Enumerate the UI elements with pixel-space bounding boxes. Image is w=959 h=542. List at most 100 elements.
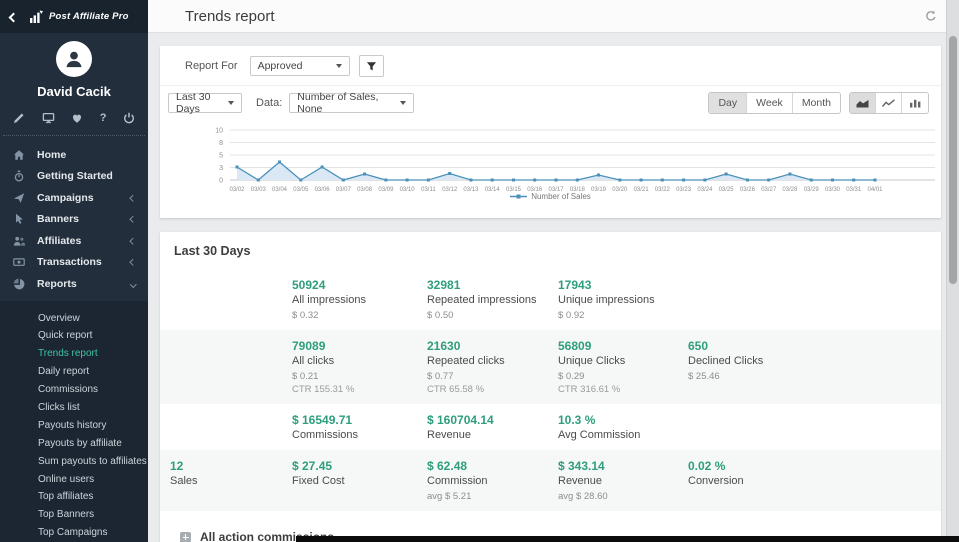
data-series-select[interactable]: Number of Sales, None	[289, 91, 415, 115]
submenu-item-payouts-by-affiliate[interactable]: Payouts by affiliate	[38, 437, 122, 449]
sidebar-item-home[interactable]: Home	[0, 144, 148, 166]
monitor-icon[interactable]	[42, 112, 55, 124]
sidebar-item-label: Banners	[37, 213, 80, 226]
line-chart-button[interactable]	[876, 93, 902, 113]
svg-text:03/06: 03/06	[315, 187, 331, 193]
sidebar: Post Affiliate Pro David Cacik ?	[0, 0, 148, 542]
svg-text:03/29: 03/29	[804, 187, 820, 193]
svg-text:03/16: 03/16	[527, 187, 543, 193]
svg-text:03/21: 03/21	[634, 187, 650, 193]
sidebar-item-affiliates[interactable]: Affiliates	[0, 230, 148, 252]
svg-text:10: 10	[215, 128, 223, 135]
avatar[interactable]	[56, 41, 92, 77]
stats-row-sales: 12 Sales $ 27.45 Fixed Cost $ 62.48 Comm…	[160, 450, 941, 511]
submenu-item-trends-report[interactable]: Trends report	[38, 348, 98, 360]
heart-icon[interactable]	[71, 112, 83, 124]
date-range-select[interactable]: Last 30 Days	[168, 91, 242, 115]
profile-section: David Cacik ?	[0, 33, 148, 136]
submenu-item-clicks-list[interactable]: Clicks list	[38, 401, 80, 413]
svg-text:03/12: 03/12	[442, 187, 458, 193]
chevron-left-icon	[129, 259, 136, 266]
stat-cell-declined-clicks: 650 Declined Clicks $ 25.46	[688, 339, 941, 395]
content-area: Report For Approved Last 30 Days Data: N…	[148, 33, 959, 542]
submenu-item-payouts-history[interactable]: Payouts history	[38, 419, 107, 431]
submenu-item-overview[interactable]: Overview	[38, 312, 80, 324]
report-for-label: Report For	[185, 60, 238, 72]
pointer-icon	[16, 214, 23, 225]
area-chart-button[interactable]	[850, 93, 876, 113]
stat-ctr: CTR 65.58 %	[427, 384, 485, 395]
sidebar-item-banners[interactable]: Banners	[0, 209, 148, 231]
reports-submenu: Overview Quick report Trends report Dail…	[0, 300, 148, 542]
stat-sub: $ 0.50	[427, 310, 454, 321]
stat-cell-unique-clicks: 56809 Unique Clicks $ 0.29 CTR 316.61 %	[558, 339, 688, 395]
sidebar-item-campaigns[interactable]: Campaigns	[0, 187, 148, 209]
refresh-button[interactable]	[925, 10, 937, 22]
stats-card-title: Last 30 Days	[174, 244, 251, 258]
sidebar-item-getting-started[interactable]: Getting Started	[0, 166, 148, 188]
stat-value: $ 62.48	[427, 459, 468, 473]
period-day-button[interactable]: Day	[709, 93, 748, 113]
stat-value: $ 160704.14	[427, 413, 494, 427]
area-chart-icon	[856, 100, 869, 108]
svg-text:03/04: 03/04	[272, 187, 288, 193]
stat-label: Sales	[170, 475, 198, 487]
stat-value: 50924	[292, 278, 326, 292]
back-chevron-icon[interactable]	[8, 8, 19, 26]
svg-text:03/30: 03/30	[825, 187, 841, 193]
caret-down-icon	[335, 64, 342, 68]
power-icon[interactable]	[123, 112, 135, 124]
submenu-item-quick-report[interactable]: Quick report	[38, 330, 93, 342]
edit-pencil-icon[interactable]	[13, 112, 25, 124]
logo-bars-icon	[30, 10, 43, 23]
stats-card: Last 30 Days 50924 All impressions $ 0.3…	[160, 232, 941, 542]
report-for-select[interactable]: Approved	[249, 56, 350, 76]
svg-text:03/14: 03/14	[485, 187, 501, 193]
scrollbar-thumb[interactable]	[949, 36, 957, 284]
svg-text:03/07: 03/07	[336, 187, 352, 193]
submenu-item-online-users[interactable]: Online users	[38, 473, 95, 485]
period-month-button[interactable]: Month	[792, 93, 840, 113]
stat-label: Avg Commission	[558, 429, 641, 441]
stat-cell-unique-impressions: 17943 Unique impressions $ 0.92	[558, 278, 688, 321]
sidebar-item-label: Affiliates	[37, 234, 82, 247]
app-logo: Post Affiliate Pro	[29, 10, 129, 23]
stat-cell-revenue: $ 160704.14 Revenue	[427, 413, 558, 441]
vertical-scrollbar[interactable]	[946, 0, 959, 542]
expand-plus-icon[interactable]	[180, 531, 191, 542]
stat-label: Repeated clicks	[427, 355, 505, 367]
filter-button[interactable]	[358, 55, 384, 77]
stat-sub: $ 0.29	[558, 371, 585, 382]
period-week-button[interactable]: Week	[747, 93, 793, 113]
stat-value: $ 343.14	[558, 459, 605, 473]
submenu-item-sum-payouts[interactable]: Sum payouts to affiliates	[38, 455, 147, 467]
svg-text:03/03: 03/03	[251, 187, 267, 193]
chart-legend: Number of Sales	[160, 192, 941, 201]
stat-label: Commission	[427, 475, 488, 487]
svg-text:3: 3	[219, 165, 223, 172]
submenu-item-daily-report[interactable]: Daily report	[38, 366, 90, 378]
stat-sub: $ 0.32	[292, 310, 319, 321]
stat-cell-commissions: $ 16549.71 Commissions	[292, 413, 427, 441]
sidebar-item-reports[interactable]: Reports	[0, 273, 148, 295]
help-question-icon[interactable]: ?	[99, 112, 107, 124]
bar-chart-button[interactable]	[902, 93, 928, 113]
sidebar-top-bar: Post Affiliate Pro	[0, 0, 148, 33]
stat-label: Fixed Cost	[292, 475, 345, 487]
stat-label: Revenue	[427, 429, 472, 441]
home-icon	[14, 149, 24, 160]
svg-text:03/18: 03/18	[570, 187, 586, 193]
svg-text:5: 5	[219, 153, 223, 160]
chevron-left-icon	[129, 194, 136, 201]
sidebar-item-transactions[interactable]: Transactions	[0, 252, 148, 274]
svg-text:03/22: 03/22	[655, 187, 671, 193]
stat-value: 17943	[558, 278, 592, 292]
submenu-item-top-banners[interactable]: Top Banners	[38, 509, 95, 521]
line-chart-icon	[882, 99, 895, 107]
submenu-item-top-affiliates[interactable]: Top affiliates	[38, 491, 94, 503]
submenu-item-top-campaigns[interactable]: Top Campaigns	[38, 527, 108, 539]
stat-sub: avg $ 28.60	[558, 491, 608, 502]
stat-ctr: CTR 155.31 %	[292, 384, 355, 395]
stat-ctr: CTR 316.61 %	[558, 384, 621, 395]
submenu-item-commissions[interactable]: Commissions	[38, 384, 99, 396]
